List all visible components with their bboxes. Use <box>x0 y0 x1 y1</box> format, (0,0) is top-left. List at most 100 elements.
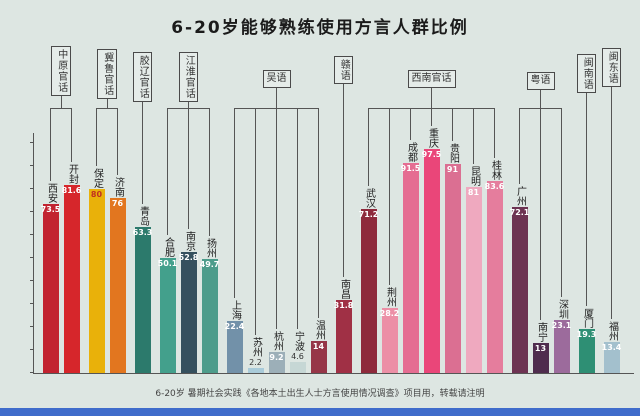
value-label: 80 <box>90 190 103 199</box>
dialect-group-label: 粤语 <box>526 72 555 90</box>
city-label: 宁波 <box>292 331 304 351</box>
bar: 19.3 <box>576 329 597 373</box>
axis-tick <box>30 165 33 166</box>
value-label: 72.1 <box>509 208 530 217</box>
bottom-strip <box>0 408 640 416</box>
bar-slot: 深圳 23.1 <box>551 109 572 373</box>
value-label: 2.2 <box>249 358 262 367</box>
axis-tick <box>30 142 33 143</box>
value-label: 73.5 <box>40 205 61 214</box>
y-axis <box>30 133 34 373</box>
connector-bracket <box>343 108 344 109</box>
bar: 31.8 <box>334 300 353 373</box>
bar: 91 <box>444 164 461 373</box>
bar-slot: 西安 73.5 <box>40 109 61 373</box>
bar <box>247 368 264 373</box>
dialect-group-label: 冀鲁官话 <box>97 49 117 99</box>
city-label: 厦门 <box>581 308 593 328</box>
bar: 71.2 <box>358 209 379 373</box>
value-label: 14 <box>312 342 325 351</box>
connector-drop-line <box>343 109 344 277</box>
bar-slot: 保定 80 <box>86 109 107 373</box>
connector-bracket <box>142 108 143 109</box>
dialect-group: 西南官话 武汉 71.2 荆州 28.2 成都 91.5 重庆 97.5 贵阳 91 昆明 81 桂林 83… <box>358 46 505 373</box>
axis-tick <box>30 257 33 258</box>
bar-slot: 温州 14 <box>308 109 329 373</box>
value-label: 71.2 <box>358 210 379 219</box>
connector-drop-line <box>611 109 612 319</box>
city-label: 桂林 <box>489 160 501 180</box>
bar-slot: 南京 52.8 <box>178 109 199 373</box>
bar-slot: 开封 81.6 <box>61 109 82 373</box>
connector-stem <box>188 102 189 108</box>
bar: 97.5 <box>421 149 442 373</box>
city-label: 重庆 <box>426 128 438 148</box>
connector-drop-line <box>50 109 51 181</box>
city-label: 上海 <box>229 300 241 320</box>
value-label: 76 <box>111 199 124 208</box>
dialect-group-label: 闽南语 <box>576 54 597 93</box>
axis-tick <box>30 349 33 350</box>
axis-tick <box>30 234 33 235</box>
value-label: 23.1 <box>551 321 572 330</box>
city-label: 南昌 <box>338 279 350 299</box>
connector-stem <box>586 93 587 108</box>
dialect-group-label: 西南官话 <box>407 70 456 88</box>
value-label: 22.4 <box>224 322 245 331</box>
axis-tick <box>30 303 33 304</box>
bar-slot: 昆明 81 <box>463 109 484 373</box>
bar: 80 <box>88 189 105 373</box>
axis-tick <box>30 188 33 189</box>
value-label: 9.2 <box>269 353 284 362</box>
value-label: 13 <box>534 344 547 353</box>
connector-drop-line <box>318 109 319 318</box>
city-label: 西安 <box>45 183 57 203</box>
bar: 23.1 <box>551 320 572 373</box>
connector-drop-line <box>473 109 474 164</box>
bar-slot: 广州 72.1 <box>509 109 530 373</box>
value-label: 19.3 <box>576 330 597 339</box>
dialect-group: 胶辽官话 青岛 63.3 <box>132 46 153 373</box>
value-label: 97.5 <box>421 150 442 159</box>
city-label: 南京 <box>183 231 195 251</box>
connector-drop-line <box>71 109 72 162</box>
bar-slot: 宁波 4.6 <box>287 109 308 373</box>
connector-drop-line <box>276 109 277 329</box>
bar: 13 <box>532 343 549 373</box>
connector-drop-line <box>561 109 562 297</box>
city-label: 苏州 <box>250 337 262 357</box>
value-label: 13.4 <box>601 343 622 352</box>
connector-bracket <box>96 108 118 109</box>
bar-groups: 中原官话 西安 73.5 开封 81.6 冀鲁官话 保定 80 济南 76 胶辽官话 青岛 63.3 江淮… <box>38 46 634 373</box>
dialect-group: 赣语 南昌 31.8 <box>333 46 354 373</box>
bar: 49.7 <box>200 259 219 373</box>
connector-drop-line <box>368 109 369 186</box>
bar-slot: 武汉 71.2 <box>358 109 379 373</box>
connector-drop-line <box>117 109 118 175</box>
dialect-group-label: 中原官话 <box>51 46 71 96</box>
connector-bracket <box>50 108 72 109</box>
bar-slot: 苏州 2.2 <box>245 109 266 373</box>
bar: 81 <box>465 187 482 373</box>
connector-bracket <box>611 108 612 109</box>
connector-drop-line <box>297 109 298 329</box>
city-label: 青岛 <box>137 206 149 226</box>
bar: 91.5 <box>401 163 420 373</box>
connector-drop-line <box>167 109 168 235</box>
connector-drop-line <box>494 109 495 158</box>
connector-drop-line <box>96 109 97 166</box>
connector-stem <box>343 84 344 108</box>
connector-stem <box>540 89 541 108</box>
city-label: 杭州 <box>271 331 283 351</box>
dialect-group: 闽南语厦门 19.3 <box>576 46 597 373</box>
city-label: 广州 <box>514 186 526 206</box>
bar: 83.6 <box>485 181 504 373</box>
axis-tick <box>30 211 33 212</box>
bar-slot: 福州 13.4 <box>601 109 622 373</box>
connector-bracket <box>234 108 319 109</box>
x-axis <box>33 373 634 374</box>
dialect-group-label: 胶辽官话 <box>132 52 153 102</box>
city-label: 荆州 <box>384 287 396 307</box>
city-label: 武汉 <box>363 188 375 208</box>
connector-stem <box>60 96 62 108</box>
